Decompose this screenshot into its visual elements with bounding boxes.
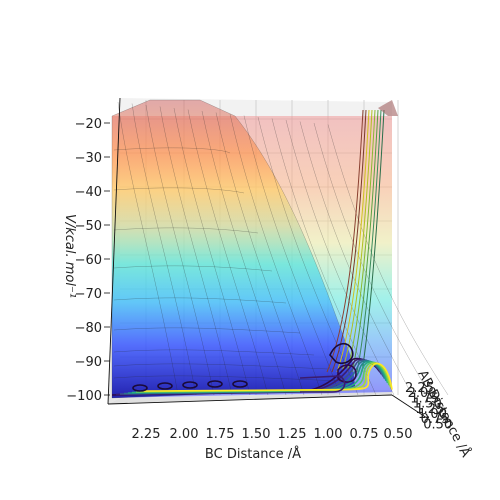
- z-tick-label: −100: [66, 389, 102, 404]
- z-tick-label: −30: [75, 151, 102, 166]
- y-axis-line: [391, 394, 431, 421]
- mesh-level: [113, 375, 343, 382]
- contour-loop: [337, 364, 357, 383]
- wall-line: [331, 109, 367, 373]
- contour-loop: [157, 382, 173, 390]
- z-tick-label: −80: [75, 321, 102, 336]
- mesh-strand: [145, 104, 215, 396]
- wall-line: [361, 109, 385, 373]
- mesh-strand: [229, 113, 323, 396]
- x-tick-label: 0.75: [350, 427, 379, 442]
- y-tick-label: 0.75: [421, 412, 450, 427]
- wall-line: [351, 109, 379, 373]
- contour-loop: [182, 381, 198, 389]
- contour-loop: [207, 380, 223, 388]
- mesh-strand: [243, 115, 341, 396]
- mesh-level: [113, 265, 273, 272]
- y-tick-label: 2.25: [405, 381, 434, 396]
- x-tick-label: 1.50: [242, 427, 271, 442]
- mesh-level: [113, 147, 231, 154]
- mesh-level: [113, 187, 245, 194]
- mesh-strand: [299, 121, 413, 396]
- y-tick-label: 1.75: [410, 391, 439, 406]
- x-tick-label: 1.75: [206, 427, 235, 442]
- mesh-strand: [173, 107, 251, 396]
- mesh-strand: [131, 103, 197, 396]
- z-tick-label: −90: [75, 355, 102, 370]
- wall-line: [336, 109, 370, 373]
- y-tick-label: 1.25: [415, 402, 444, 417]
- mesh-strand: [201, 110, 287, 396]
- contour-line: [143, 362, 393, 392]
- wall-line: [356, 109, 382, 373]
- z-axis-line: [107, 97, 121, 405]
- z-tick-label: −70: [75, 287, 102, 302]
- mesh-level: [113, 297, 287, 304]
- y-tick-labels: 2.252.001.751.501.251.000.750.50: [405, 381, 452, 432]
- mesh-level: [113, 327, 301, 334]
- x-tick-label: 1.25: [278, 427, 307, 442]
- z-tick-label: −20: [75, 117, 102, 132]
- contour-line: [299, 375, 346, 393]
- z-tick-label: −60: [75, 253, 102, 268]
- contour-line: [123, 359, 386, 395]
- floor-pane: [108, 392, 392, 404]
- contour-loop: [232, 380, 248, 388]
- mesh-level: [113, 227, 259, 234]
- x-axis-label: BC Distance /Å: [205, 446, 301, 462]
- mesh-strand: [159, 106, 233, 396]
- y-tick-label: 1.50: [413, 397, 442, 412]
- mesh-strand: [327, 124, 449, 396]
- x-axis-line: [107, 394, 393, 405]
- wall-line: [341, 109, 373, 373]
- z-tick-labels: −20 −30 −40 −50 −60 −70 −80 −90 −100: [66, 117, 110, 404]
- mesh-strand: [313, 122, 431, 396]
- mesh-strand: [215, 112, 305, 396]
- mesh-strand: [117, 101, 179, 396]
- axes: [107, 97, 431, 421]
- wall-line: [326, 109, 364, 373]
- x-tick-label: 2.00: [170, 427, 199, 442]
- z-tick-label: −50: [75, 219, 102, 234]
- x-tick-label: 1.00: [314, 427, 343, 442]
- contour-lines: [111, 342, 393, 396]
- mesh-strand: [187, 109, 269, 396]
- contour-line: [127, 360, 387, 394]
- contour-loop: [329, 342, 354, 365]
- wall-top: [378, 100, 398, 116]
- mesh-level: [113, 363, 329, 370]
- contour-loop: [132, 384, 148, 392]
- z-tick-label: −40: [75, 185, 102, 200]
- x-tick-label: 2.25: [132, 427, 161, 442]
- x-tick-label: 0.50: [384, 427, 413, 442]
- z-axis-label: V/kcal. mol⁻¹: [62, 214, 77, 298]
- mesh-level: [113, 349, 315, 356]
- y-tick-label: 2.00: [408, 386, 437, 401]
- x-tick-labels: 2.25 2.00 1.75 1.50 1.25 1.00 0.75 0.50: [132, 427, 413, 442]
- y-tick-label: 0.50: [423, 417, 452, 432]
- y-tick-label: 1.00: [418, 407, 447, 422]
